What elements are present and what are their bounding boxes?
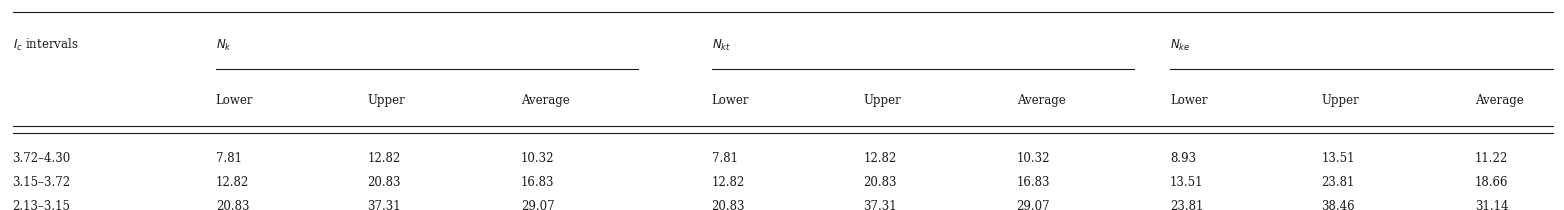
Text: Upper: Upper — [863, 94, 901, 107]
Text: 7.81: 7.81 — [216, 152, 242, 165]
Text: 31.14: 31.14 — [1475, 200, 1508, 210]
Text: 38.46: 38.46 — [1322, 200, 1354, 210]
Text: 2.13–3.15: 2.13–3.15 — [13, 200, 70, 210]
Text: $N_{kt}$: $N_{kt}$ — [712, 38, 730, 53]
Text: 20.83: 20.83 — [712, 200, 744, 210]
Text: 7.81: 7.81 — [712, 152, 738, 165]
Text: 10.32: 10.32 — [1017, 152, 1049, 165]
Text: 20.83: 20.83 — [216, 200, 249, 210]
Text: 3.15–3.72: 3.15–3.72 — [13, 176, 70, 189]
Text: Lower: Lower — [1170, 94, 1207, 107]
Text: 16.83: 16.83 — [521, 176, 554, 189]
Text: 3.72–4.30: 3.72–4.30 — [13, 152, 70, 165]
Text: 20.83: 20.83 — [863, 176, 896, 189]
Text: 23.81: 23.81 — [1170, 200, 1203, 210]
Text: Upper: Upper — [368, 94, 405, 107]
Text: 23.81: 23.81 — [1322, 176, 1354, 189]
Text: 11.22: 11.22 — [1475, 152, 1508, 165]
Text: 13.51: 13.51 — [1170, 176, 1203, 189]
Text: 16.83: 16.83 — [1017, 176, 1049, 189]
Text: 12.82: 12.82 — [216, 176, 249, 189]
Text: Average: Average — [1475, 94, 1523, 107]
Text: Lower: Lower — [712, 94, 749, 107]
Text: Lower: Lower — [216, 94, 253, 107]
Text: 20.83: 20.83 — [368, 176, 400, 189]
Text: 37.31: 37.31 — [863, 200, 896, 210]
Text: Average: Average — [521, 94, 569, 107]
Text: Upper: Upper — [1322, 94, 1359, 107]
Text: 29.07: 29.07 — [1017, 200, 1049, 210]
Text: $I_c$ intervals: $I_c$ intervals — [13, 37, 78, 53]
Text: 12.82: 12.82 — [863, 152, 896, 165]
Text: 37.31: 37.31 — [368, 200, 400, 210]
Text: 12.82: 12.82 — [712, 176, 744, 189]
Text: $N_k$: $N_k$ — [216, 38, 231, 53]
Text: 12.82: 12.82 — [368, 152, 400, 165]
Text: $N_{ke}$: $N_{ke}$ — [1170, 38, 1190, 53]
Text: 18.66: 18.66 — [1475, 176, 1508, 189]
Text: 29.07: 29.07 — [521, 200, 554, 210]
Text: Average: Average — [1017, 94, 1065, 107]
Text: 10.32: 10.32 — [521, 152, 554, 165]
Text: 13.51: 13.51 — [1322, 152, 1354, 165]
Text: 8.93: 8.93 — [1170, 152, 1196, 165]
